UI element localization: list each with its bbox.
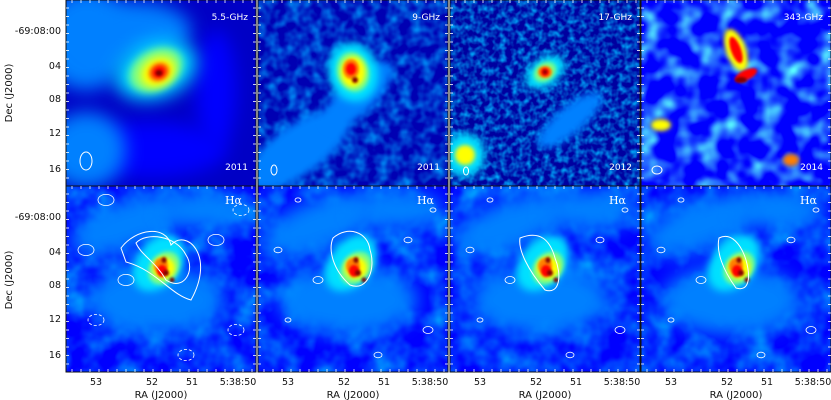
contour-line (486, 197, 494, 203)
contour-line (465, 246, 475, 254)
contour-line (403, 236, 413, 244)
contour-line (621, 207, 629, 213)
beam-ellipse (651, 165, 663, 175)
radio-panel-3: 17-GHz 2012 (450, 0, 640, 186)
x-axis-label: RA (J2000) (519, 390, 572, 400)
contour-line (805, 326, 817, 334)
contour-line (595, 236, 605, 244)
contour-line (756, 351, 766, 359)
contour-line (117, 273, 135, 286)
ra-tick-label: 5:38:50 (604, 377, 641, 388)
x-axis-label: RA (J2000) (327, 390, 380, 400)
halpha-label: Hα (800, 194, 818, 207)
dec-tick-label: -69:08:00 (15, 212, 61, 223)
contour-line (177, 348, 195, 361)
halpha-panel-4: Hα (641, 186, 831, 372)
year-label: 2014 (800, 163, 823, 173)
ra-tick-label: 53 (282, 377, 294, 388)
radio-panel-2: 9-GHz 2011 (258, 0, 448, 186)
ra-tick-label: 5:38:50 (412, 377, 449, 388)
contour-line (422, 326, 434, 334)
ra-tick-label: 5:38:50 (795, 377, 831, 388)
radio-panel-4: 343-GHz 2014 (641, 0, 831, 186)
frequency-label: 343-GHz (784, 13, 823, 23)
halpha-panel-2: Hα (258, 186, 448, 372)
dec-tick-label: 12 (49, 314, 61, 325)
contour-line (717, 236, 749, 290)
y-axis-label-top: Dec (J2000) (4, 64, 15, 123)
contour-line (232, 203, 250, 216)
contour-line (504, 276, 516, 284)
contour-line (207, 233, 225, 246)
contour-line (312, 276, 324, 284)
contour-line (373, 351, 383, 359)
ra-tick-label: 52 (338, 377, 350, 388)
dec-tick-label: 04 (49, 247, 61, 258)
halpha-label: Hα (417, 194, 435, 207)
radio-panel-1: 5.5-GHz 2011 (66, 0, 256, 186)
frequency-label: 17-GHz (599, 13, 633, 23)
contour-line (87, 313, 105, 326)
ra-tick-label: 53 (474, 377, 486, 388)
frequency-label: 5.5-GHz (212, 13, 249, 23)
contour-line (667, 317, 675, 323)
contour-line (330, 230, 373, 287)
ra-tick-label: 51 (761, 377, 773, 388)
y-axis-label-bottom: Dec (J2000) (4, 251, 15, 310)
beam-ellipse (270, 164, 278, 176)
dec-tick-label: 08 (49, 280, 61, 291)
ra-tick-label: 53 (665, 377, 677, 388)
contour-line (429, 207, 437, 213)
dec-tick-label: 08 (49, 94, 61, 105)
ra-tick-label: 51 (378, 377, 390, 388)
contour-line (812, 207, 820, 213)
dec-tick-label: 16 (49, 164, 61, 175)
dec-tick-label: 12 (49, 128, 61, 139)
dec-tick-label: 16 (49, 350, 61, 361)
frequency-label: 9-GHz (412, 13, 440, 23)
contour-line (786, 236, 796, 244)
contour-line (565, 351, 575, 359)
contour-line (273, 246, 283, 254)
ra-tick-label: 53 (90, 377, 102, 388)
contour-line (294, 197, 302, 203)
x-axis-label: RA (J2000) (710, 390, 763, 400)
contour-line (695, 276, 707, 284)
halpha-panel-3: Hα (450, 186, 640, 372)
ra-tick-label: 52 (721, 377, 733, 388)
contour-line (656, 246, 666, 254)
contour-line (227, 323, 245, 336)
contour-line (135, 236, 191, 284)
beam-ellipse (463, 166, 469, 176)
contour-line (677, 197, 685, 203)
dec-tick-label: 04 (49, 61, 61, 72)
contour-line (614, 326, 626, 334)
year-label: 2012 (609, 163, 632, 173)
year-label: 2011 (417, 163, 440, 173)
halpha-label: Hα (609, 194, 627, 207)
ra-tick-label: 52 (530, 377, 542, 388)
contour-line (77, 243, 95, 256)
contour-line (476, 317, 484, 323)
halpha-panel-1: Hα (66, 186, 256, 372)
contour-line (120, 230, 202, 301)
beam-ellipse (79, 151, 93, 171)
ra-tick-label: 51 (570, 377, 582, 388)
ra-tick-label: 5:38:50 (220, 377, 257, 388)
halpha-label: Hα (225, 194, 243, 207)
ra-tick-label: 52 (146, 377, 158, 388)
dec-tick-label: -69:08:00 (15, 26, 61, 37)
ra-tick-label: 51 (186, 377, 198, 388)
contour-line (284, 317, 292, 323)
contour-line (519, 234, 560, 292)
x-axis-label: RA (J2000) (135, 390, 188, 400)
contour-line (97, 193, 115, 206)
year-label: 2011 (225, 163, 248, 173)
